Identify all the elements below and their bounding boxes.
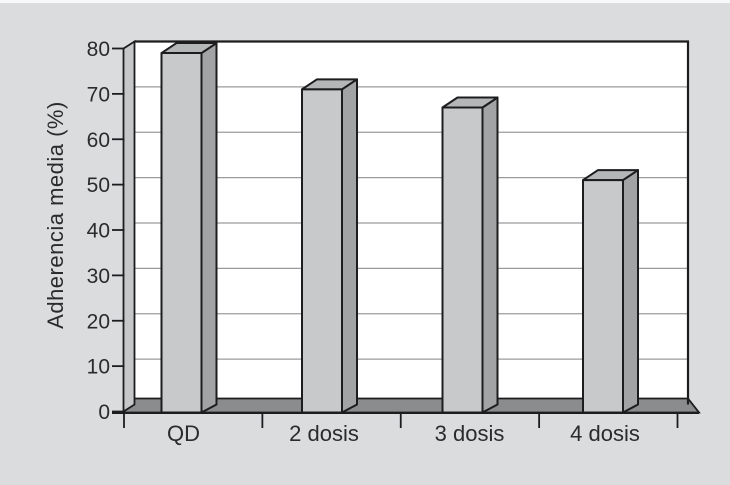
y-tick-label: 0 — [98, 401, 110, 424]
bar-side-face — [341, 78, 358, 414]
bar-front-face — [301, 88, 343, 414]
y-tick-label: 80 — [87, 38, 110, 61]
y-axis-title: Adherencia media (%) — [43, 101, 68, 329]
y-tick-label: 40 — [87, 220, 110, 243]
x-category-label: 2 dosis — [289, 421, 359, 446]
bar-3 dosis — [441, 96, 499, 414]
y-tick-label: 60 — [87, 129, 110, 152]
bar-2 dosis — [301, 78, 358, 414]
wall-3d — [122, 39, 136, 414]
bar-side-face — [200, 42, 218, 414]
bar-front-face — [160, 52, 203, 414]
bar-side-face — [481, 96, 499, 414]
bar-4 dosis — [582, 169, 639, 414]
bar-side-face — [622, 169, 639, 414]
y-tick-label: 10 — [87, 356, 110, 379]
x-category-label: 3 dosis — [435, 421, 505, 446]
x-category-label: QD — [167, 421, 200, 446]
plot-border — [134, 40, 690, 405]
y-tick-label: 20 — [87, 310, 110, 333]
y-tick-label: 70 — [87, 83, 110, 106]
y-tick-label: 50 — [87, 174, 110, 197]
bar-front-face — [441, 106, 484, 414]
bar-front-face — [582, 179, 624, 414]
x-category-label: 4 dosis — [570, 421, 640, 446]
top-edge-highlight — [0, 0, 730, 3]
y-tick-label: 30 — [87, 265, 110, 288]
bar-QD — [160, 42, 218, 414]
